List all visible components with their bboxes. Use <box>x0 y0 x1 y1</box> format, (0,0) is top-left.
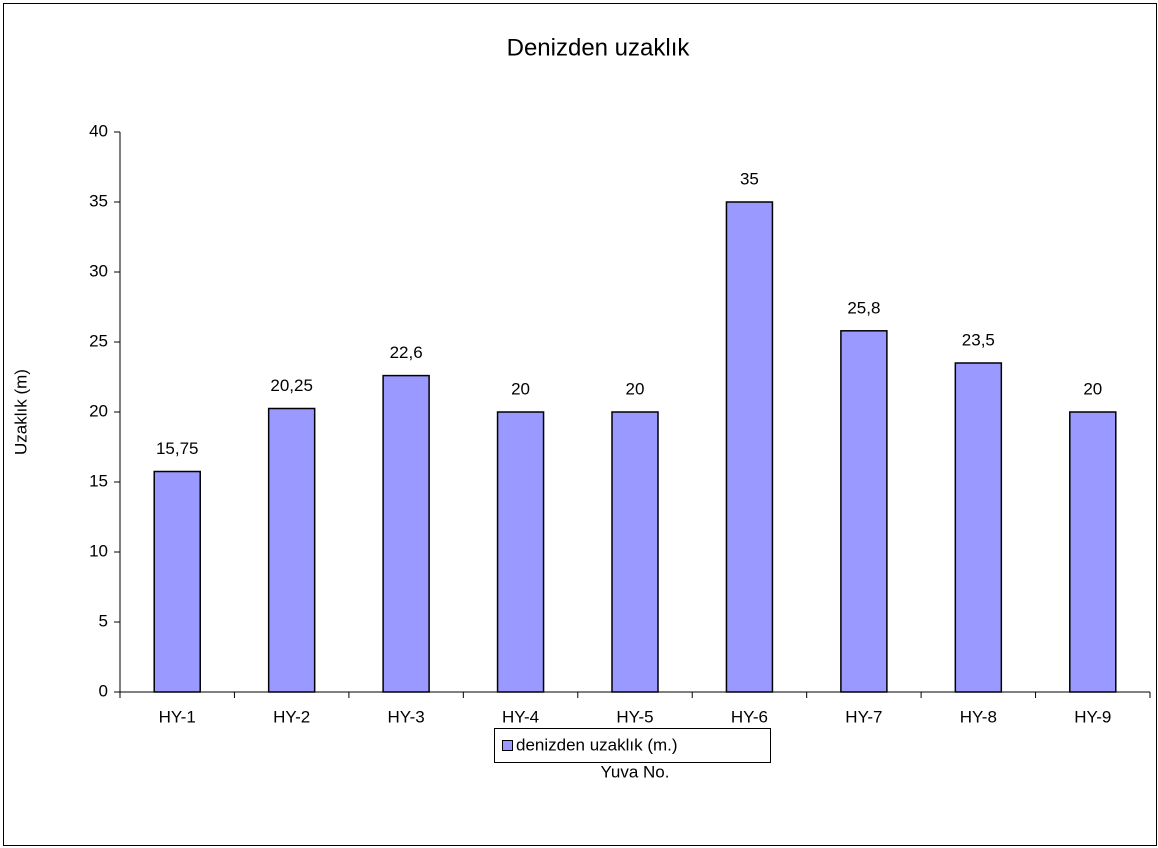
x-tick-label: HY-7 <box>845 707 882 726</box>
data-label: 20 <box>1083 379 1102 398</box>
legend-box <box>494 728 771 763</box>
bar <box>840 330 888 693</box>
data-label: 20 <box>626 379 645 398</box>
x-tick-label: HY-2 <box>273 707 310 726</box>
data-label: 25,8 <box>847 298 880 317</box>
y-tick-label: 10 <box>89 541 108 560</box>
bar <box>1069 411 1117 693</box>
x-tick-label: HY-3 <box>388 707 425 726</box>
x-tick-label: HY-9 <box>1074 707 1111 726</box>
x-tick-label: HY-4 <box>502 707 539 726</box>
bar <box>496 411 545 693</box>
bar <box>382 374 430 693</box>
data-label: 20 <box>511 379 530 398</box>
y-tick-label: 20 <box>89 401 108 420</box>
y-axis-label: Uzaklık (m) <box>11 369 30 455</box>
data-label: 15,75 <box>156 439 199 458</box>
data-label: 20,25 <box>270 376 313 395</box>
y-tick-label: 35 <box>89 191 108 210</box>
x-tick-label: HY-5 <box>616 707 653 726</box>
bar <box>725 201 774 693</box>
bar <box>153 470 201 693</box>
bar <box>267 407 316 693</box>
y-tick-label: 40 <box>89 121 108 140</box>
y-tick-label: 0 <box>99 681 108 700</box>
chart-title: Denizden uzaklık <box>507 34 691 61</box>
legend-label: denizden uzaklık (m.) <box>516 735 678 754</box>
y-tick-label: 5 <box>99 611 108 630</box>
data-label: 23,5 <box>962 330 995 349</box>
y-tick-label: 30 <box>89 261 108 280</box>
bar <box>611 411 659 693</box>
x-axis-label: Yuva No. <box>601 762 670 781</box>
x-tick-label: HY-1 <box>159 707 196 726</box>
x-tick-label: HY-6 <box>731 707 768 726</box>
legend-swatch <box>502 740 513 751</box>
data-label: 35 <box>740 169 759 188</box>
data-label: 22,6 <box>390 343 423 362</box>
bar <box>954 362 1003 693</box>
x-tick-label: HY-8 <box>960 707 997 726</box>
y-tick-label: 15 <box>89 471 108 490</box>
y-tick-label: 25 <box>89 331 108 350</box>
